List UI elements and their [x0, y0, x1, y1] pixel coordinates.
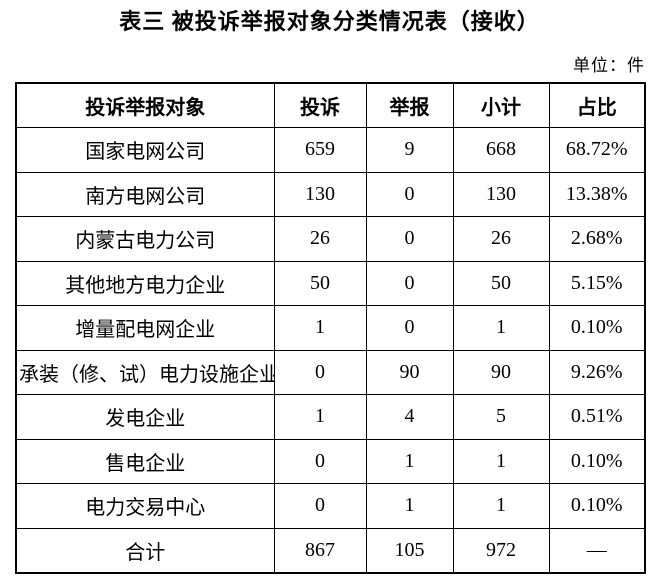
cell-subtotal: 50 — [452, 260, 550, 306]
cell-subtotal: 90 — [452, 349, 550, 395]
cell-object: 增量配电网企业 — [15, 305, 275, 351]
table-row: 国家电网公司 659 9 668 68.72% — [15, 127, 646, 173]
cell-subtotal: 130 — [452, 171, 550, 217]
column-header-complaints: 投诉 — [273, 82, 367, 128]
cell-subtotal: 26 — [452, 216, 550, 262]
cell-complaints: 130 — [273, 171, 367, 217]
cell-total-percentage: — — [548, 527, 646, 574]
cell-reports: 0 — [365, 171, 454, 217]
table-row: 电力交易中心 0 1 1 0.10% — [15, 483, 646, 529]
cell-percentage: 0.10% — [548, 305, 646, 351]
cell-total-label: 合计 — [15, 527, 275, 574]
cell-total-subtotal: 972 — [452, 527, 550, 574]
cell-subtotal: 668 — [452, 127, 550, 173]
cell-percentage: 13.38% — [548, 171, 646, 217]
cell-complaints: 50 — [273, 260, 367, 306]
cell-object: 国家电网公司 — [15, 127, 275, 173]
cell-percentage: 0.51% — [548, 394, 646, 440]
cell-percentage: 68.72% — [548, 127, 646, 173]
cell-reports: 0 — [365, 260, 454, 306]
unit-label: 单位：件 — [573, 55, 645, 75]
complaint-report-table: 投诉举报对象 投诉 举报 小计 占比 国家电网公司 659 9 668 68.7… — [15, 81, 646, 574]
cell-object: 售电企业 — [15, 438, 275, 484]
column-header-percentage: 占比 — [548, 82, 646, 128]
table-row: 售电企业 0 1 1 0.10% — [15, 438, 646, 484]
cell-percentage: 9.26% — [548, 349, 646, 395]
table-row: 其他地方电力企业 50 0 50 5.15% — [15, 260, 646, 306]
cell-object: 其他地方电力企业 — [15, 260, 275, 306]
cell-complaints: 26 — [273, 216, 367, 262]
table-row: 承装（修、试）电力设施企业 0 90 90 9.26% — [15, 349, 646, 395]
cell-complaints: 1 — [273, 394, 367, 440]
cell-reports: 0 — [365, 305, 454, 351]
cell-subtotal: 1 — [452, 305, 550, 351]
cell-object: 发电企业 — [15, 394, 275, 440]
table-header-row: 投诉举报对象 投诉 举报 小计 占比 — [15, 82, 646, 128]
column-header-subtotal: 小计 — [452, 82, 550, 128]
cell-reports: 1 — [365, 483, 454, 529]
cell-subtotal: 1 — [452, 483, 550, 529]
cell-subtotal: 5 — [452, 394, 550, 440]
cell-percentage: 5.15% — [548, 260, 646, 306]
cell-total-complaints: 867 — [273, 527, 367, 574]
cell-object: 内蒙古电力公司 — [15, 216, 275, 262]
cell-reports: 9 — [365, 127, 454, 173]
cell-object: 承装（修、试）电力设施企业 — [15, 349, 275, 395]
cell-complaints: 1 — [273, 305, 367, 351]
cell-complaints: 659 — [273, 127, 367, 173]
cell-object: 南方电网公司 — [15, 171, 275, 217]
table-total-row: 合计 867 105 972 — — [15, 527, 646, 574]
table-row: 内蒙古电力公司 26 0 26 2.68% — [15, 216, 646, 262]
table-row: 南方电网公司 130 0 130 13.38% — [15, 171, 646, 217]
cell-percentage: 0.10% — [548, 438, 646, 484]
cell-percentage: 2.68% — [548, 216, 646, 262]
cell-object: 电力交易中心 — [15, 483, 275, 529]
cell-complaints: 0 — [273, 438, 367, 484]
page-title: 表三 被投诉举报对象分类情况表（接收） — [119, 9, 540, 34]
cell-complaints: 0 — [273, 349, 367, 395]
cell-percentage: 0.10% — [548, 483, 646, 529]
table-row: 发电企业 1 4 5 0.51% — [15, 394, 646, 440]
cell-reports: 0 — [365, 216, 454, 262]
cell-reports: 90 — [365, 349, 454, 395]
column-header-object: 投诉举报对象 — [15, 82, 275, 128]
table-row: 增量配电网企业 1 0 1 0.10% — [15, 305, 646, 351]
cell-reports: 4 — [365, 394, 454, 440]
cell-reports: 1 — [365, 438, 454, 484]
cell-complaints: 0 — [273, 483, 367, 529]
cell-subtotal: 1 — [452, 438, 550, 484]
cell-total-reports: 105 — [365, 527, 454, 574]
column-header-reports: 举报 — [365, 82, 454, 128]
